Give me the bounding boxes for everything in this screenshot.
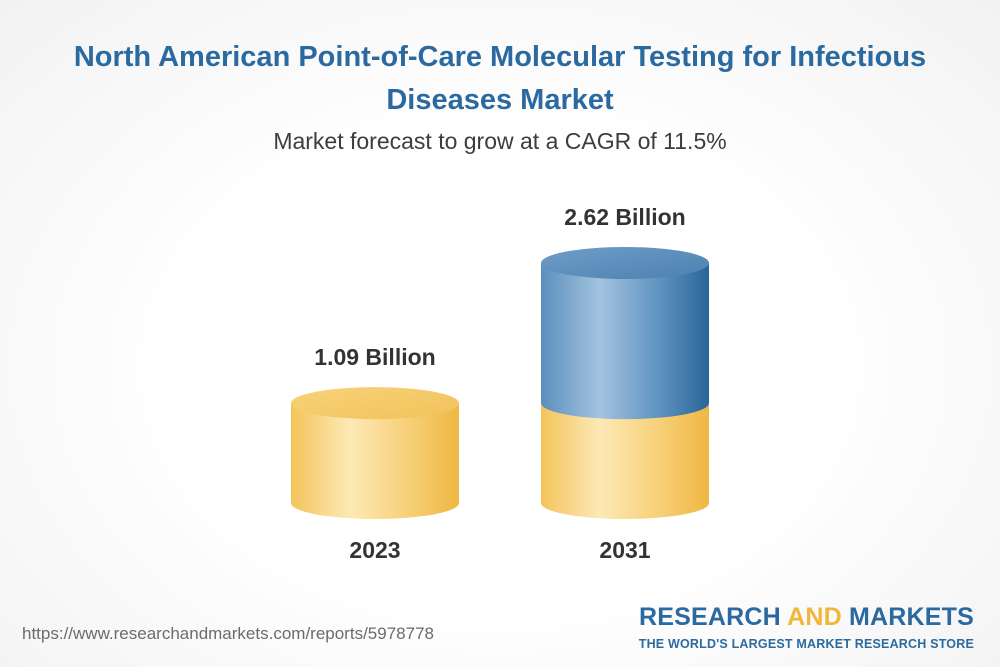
chart-subtitle: Market forecast to grow at a CAGR of 11.… bbox=[273, 128, 727, 154]
value-label-2023: 1.09 Billion bbox=[314, 344, 435, 370]
brand-tagline: THE WORLD'S LARGEST MARKET RESEARCH STOR… bbox=[638, 637, 974, 651]
category-label-2031: 2031 bbox=[599, 537, 650, 563]
cylinder-2023 bbox=[291, 403, 459, 519]
value-label-2031: 2.62 Billion bbox=[564, 204, 685, 230]
category-label-2023: 2023 bbox=[349, 537, 400, 563]
cylinder-2031-top bbox=[541, 247, 709, 279]
cylinder-2023-top bbox=[291, 387, 459, 420]
brand-logo: RESEARCH AND MARKETS bbox=[638, 603, 974, 631]
source-url: https://www.researchandmarkets.com/repor… bbox=[22, 624, 434, 643]
cylinder-2031-base bbox=[541, 403, 709, 519]
chart-title: North American Point-of-Care Molecular T… bbox=[73, 41, 927, 116]
cylinder-2031-growth bbox=[541, 263, 709, 420]
